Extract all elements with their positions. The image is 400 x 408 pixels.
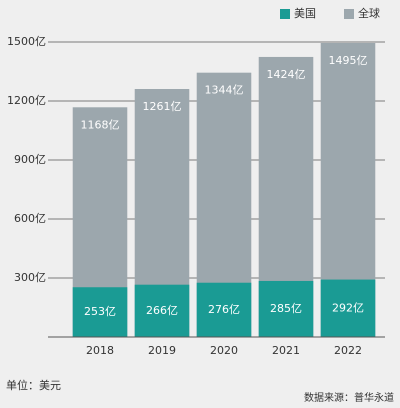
value-label: 1424亿 [267, 68, 306, 81]
y-tick-label: 900亿 [14, 153, 46, 166]
bar [72, 287, 128, 337]
x-tick-label: 2018 [86, 344, 114, 357]
x-tick-label: 2022 [334, 344, 362, 357]
y-tick-label: 1500亿 [7, 35, 46, 48]
bar [320, 279, 376, 337]
value-label: 1344亿 [205, 84, 244, 97]
value-label: 1495亿 [329, 54, 368, 67]
y-tick-label: 600亿 [14, 212, 46, 225]
y-tick-label: 300亿 [14, 271, 46, 284]
bar [134, 284, 190, 337]
legend-label: 全球 [358, 6, 380, 20]
unit-note: 单位：美元 [6, 378, 61, 392]
value-label: 266亿 [146, 304, 178, 317]
bar [196, 282, 252, 337]
value-label: 292亿 [332, 301, 364, 314]
value-label: 285亿 [270, 302, 302, 315]
value-label: 253亿 [84, 305, 116, 318]
value-label: 1261亿 [143, 100, 182, 113]
legend-label: 美国 [294, 7, 316, 20]
source-note: 数据来源：普华永道 [304, 391, 394, 404]
bar [258, 280, 314, 337]
x-tick-label: 2019 [148, 344, 176, 357]
legend-swatch [344, 9, 354, 19]
y-tick-label: 1200亿 [7, 94, 46, 107]
legend-swatch [280, 9, 290, 19]
value-label: 276亿 [208, 303, 240, 316]
x-tick-label: 2020 [210, 344, 238, 357]
value-label: 1168亿 [81, 118, 120, 131]
x-tick-label: 2021 [272, 344, 300, 357]
